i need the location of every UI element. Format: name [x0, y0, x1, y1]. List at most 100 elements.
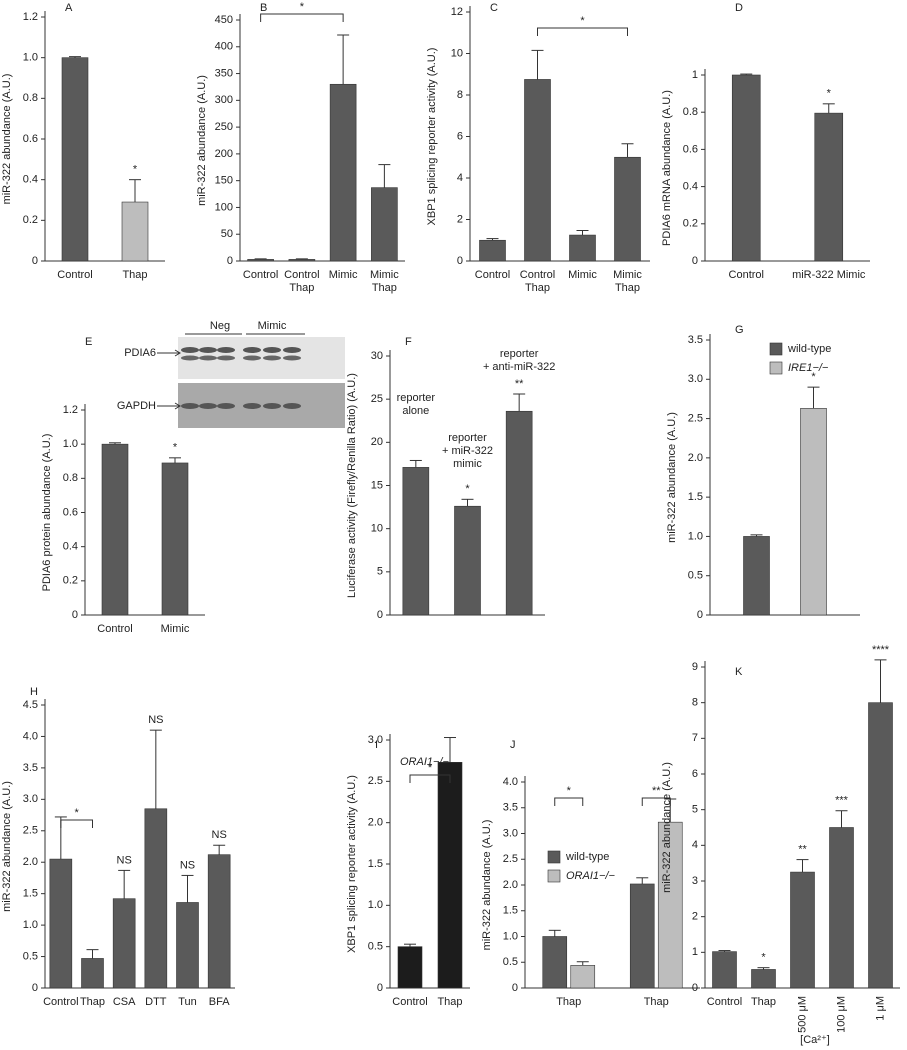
y-tick-label: 3.5: [503, 802, 518, 814]
y-tick-label: 10: [371, 523, 383, 535]
panel-letter: I: [375, 739, 378, 751]
bar: [614, 156, 641, 262]
bar: [743, 536, 770, 616]
y-tick-label: 0: [692, 982, 698, 994]
legend-swatch: [769, 342, 783, 356]
y-axis-label: miR-322 abundance (A.U.): [196, 75, 208, 206]
y-axis-label: miR-322 abundance (A.U.): [1, 781, 13, 912]
blot-band: [283, 347, 301, 353]
x-tick-label: Mimic: [568, 269, 597, 281]
bar: [288, 259, 316, 262]
bar: [247, 259, 274, 262]
y-axis-label: XBP1 splicing reporter activity (A.U.): [346, 775, 358, 953]
y-tick-label: 1.0: [23, 919, 38, 931]
panel-letter: K: [735, 666, 743, 678]
y-tick-label: 7: [692, 732, 698, 744]
y-tick-label: 0.8: [683, 106, 698, 118]
x-tick-label: mimic: [453, 458, 482, 470]
y-tick-label: 3.0: [23, 793, 38, 805]
y-tick-label: 3: [692, 875, 698, 887]
y-tick-label: 0.4: [23, 174, 38, 186]
y-tick-label: 1.0: [368, 899, 383, 911]
significance-label: **: [652, 785, 661, 797]
significance-label: *: [580, 15, 585, 27]
significance-label: **: [798, 844, 807, 856]
y-tick-label: 0.4: [63, 541, 78, 553]
y-tick-label: 200: [215, 148, 233, 160]
y-tick-label: 9: [692, 661, 698, 673]
x-tick-label: Control: [97, 623, 132, 635]
x-tick-label: 500 μM: [796, 996, 808, 1033]
y-tick-label: 0.5: [368, 941, 383, 953]
y-tick-label: 2.5: [688, 412, 703, 424]
y-tick-label: 0.2: [63, 575, 78, 587]
bar: [454, 505, 481, 616]
y-tick-label: 12: [451, 6, 463, 18]
panel-letter: G: [735, 324, 744, 336]
bar: [814, 112, 844, 262]
significance-label: ***: [835, 795, 849, 807]
significance-label: *: [300, 1, 305, 13]
y-tick-label: 1.5: [503, 905, 518, 917]
y-tick-label: 1.2: [63, 404, 78, 416]
y-tick-label: 50: [221, 228, 233, 240]
significance-label: *: [827, 88, 832, 100]
bar: [121, 201, 149, 262]
y-tick-label: 25: [371, 393, 383, 405]
y-tick-label: 2.5: [368, 775, 383, 787]
x-tick-label: DTT: [145, 996, 167, 1008]
y-tick-label: 0: [377, 982, 383, 994]
x-tick-label: Mimic: [329, 269, 358, 281]
blot-band: [243, 403, 261, 409]
y-tick-label: 3.0: [368, 734, 383, 746]
y-tick-label: 0.2: [683, 218, 698, 230]
significance-bracket: [641, 797, 671, 806]
y-tick-label: 0.5: [23, 950, 38, 962]
bar: [371, 187, 398, 262]
bar: [81, 958, 104, 989]
blot-band: [217, 403, 235, 409]
x-tick-label: miR-322 Mimic: [792, 269, 866, 281]
y-tick-label: 1.0: [63, 438, 78, 450]
significance-label: NS: [212, 829, 227, 841]
x-tick-label: reporter: [397, 392, 436, 404]
bar: [176, 902, 199, 989]
y-tick-label: 3.5: [23, 762, 38, 774]
blot-band: [243, 355, 261, 361]
y-tick-label: 0.6: [23, 133, 38, 145]
y-axis-label: Luciferase activity (Firefly/Renilla Rat…: [346, 373, 358, 598]
significance-bracket: [60, 819, 93, 828]
inset-label: ORAI1−/−: [400, 756, 449, 768]
y-tick-label: 1.2: [23, 11, 38, 23]
y-tick-label: 2.0: [368, 817, 383, 829]
significance-label: NS: [180, 859, 195, 871]
blot-band: [263, 403, 281, 409]
bar: [101, 443, 129, 616]
x-tick-label: Control: [43, 996, 78, 1008]
panel-letter: H: [30, 686, 38, 698]
blot-band: [199, 403, 217, 409]
significance-label: *: [75, 807, 80, 819]
x-tick-label: Control: [729, 269, 764, 281]
blot-band: [243, 347, 261, 353]
panel-letter: A: [65, 2, 73, 14]
bar: [829, 827, 854, 989]
panel-letter: F: [405, 336, 412, 348]
y-tick-label: 4: [692, 839, 698, 851]
x-tick-label: 1 μM: [874, 996, 886, 1021]
panel-letter: D: [735, 2, 743, 14]
significance-label: NS: [117, 854, 132, 866]
y-tick-label: 0.6: [683, 143, 698, 155]
y-tick-label: 450: [215, 14, 233, 26]
lane-label: Mimic: [258, 320, 287, 332]
y-tick-label: 0: [512, 982, 518, 994]
y-tick-label: 3.0: [503, 827, 518, 839]
y-tick-label: 30: [371, 350, 383, 362]
blot-band: [181, 355, 199, 361]
y-tick-label: 100: [215, 201, 233, 213]
western-blot: Neg Mimic PDIA6 GAPDH: [117, 320, 345, 428]
bar: [629, 883, 655, 989]
significance-label: *: [428, 762, 433, 774]
blot-band: [283, 403, 301, 409]
y-tick-label: 1.5: [23, 888, 38, 900]
